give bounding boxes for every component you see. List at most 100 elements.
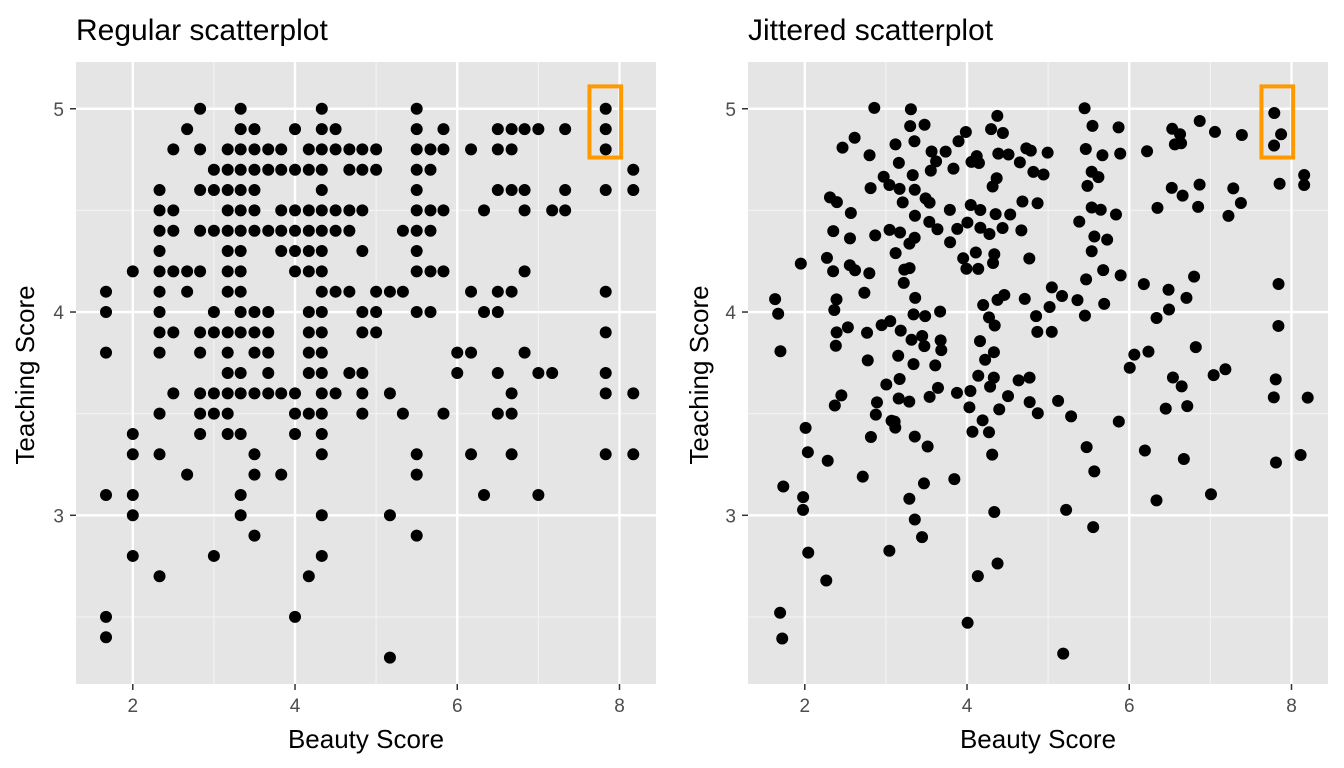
data-point — [167, 143, 180, 156]
data-point — [275, 468, 288, 481]
data-point — [1031, 325, 1044, 338]
data-point — [491, 285, 504, 298]
data-point — [207, 163, 220, 176]
data-point — [383, 509, 396, 522]
data-point — [916, 330, 929, 343]
data-point — [1045, 325, 1058, 338]
data-point — [960, 262, 973, 275]
data-point — [234, 488, 247, 501]
y-axis-title-jittered: Teaching Score — [684, 285, 714, 464]
data-point — [370, 143, 383, 156]
data-point — [599, 367, 612, 379]
data-point — [964, 384, 977, 397]
data-point — [262, 306, 275, 319]
data-point — [923, 196, 936, 209]
data-point — [963, 401, 976, 414]
data-point — [1180, 291, 1193, 304]
data-point — [908, 135, 921, 148]
chart-title-regular: Regular scatterplot — [76, 14, 328, 47]
data-point — [315, 143, 328, 156]
data-point — [248, 448, 261, 461]
data-point — [830, 326, 843, 339]
data-point — [262, 346, 275, 359]
data-point — [1151, 201, 1164, 214]
data-point — [904, 103, 917, 116]
data-point — [1081, 179, 1094, 192]
data-point — [627, 448, 640, 461]
data-point — [969, 246, 982, 259]
data-point — [903, 492, 916, 505]
data-point — [957, 252, 970, 265]
data-point — [896, 196, 909, 209]
data-point — [302, 306, 315, 319]
data-point — [546, 204, 559, 217]
data-point — [343, 163, 356, 176]
data-point — [262, 326, 275, 339]
data-point — [126, 488, 139, 501]
data-point — [827, 225, 840, 238]
data-point — [1123, 361, 1136, 374]
data-point — [275, 245, 288, 258]
data-point — [194, 407, 207, 420]
data-point — [424, 306, 437, 319]
data-point — [1142, 345, 1155, 358]
data-point — [820, 574, 833, 587]
data-point — [410, 163, 423, 176]
data-point — [870, 396, 883, 409]
data-point — [248, 163, 261, 176]
data-point — [478, 488, 491, 501]
data-point — [797, 503, 810, 516]
data-point — [194, 387, 207, 400]
data-point — [356, 245, 369, 258]
data-point — [863, 149, 876, 162]
data-point — [931, 223, 944, 236]
data-point — [100, 610, 113, 623]
data-point — [410, 468, 423, 481]
data-point — [410, 448, 423, 461]
panel-jittered: 2 4 6 8 3 4 5 — [725, 62, 1328, 717]
data-point — [315, 387, 328, 400]
data-point — [903, 262, 916, 275]
data-point — [919, 310, 932, 323]
data-point — [234, 163, 247, 176]
data-point — [234, 245, 247, 258]
data-point — [1219, 363, 1232, 376]
data-point — [1086, 119, 1099, 132]
data-point — [984, 380, 997, 393]
data-point — [370, 163, 383, 176]
data-point — [1128, 348, 1141, 361]
data-point — [315, 346, 328, 359]
data-point — [153, 448, 166, 461]
data-point — [799, 421, 812, 434]
data-point — [1057, 647, 1070, 660]
data-point — [1207, 369, 1220, 382]
data-point — [844, 207, 857, 220]
x-tick-label: 6 — [452, 696, 463, 717]
data-point — [302, 367, 315, 379]
data-point — [315, 306, 328, 319]
data-point — [167, 224, 180, 237]
data-point — [903, 395, 916, 408]
data-point — [950, 386, 963, 399]
data-point — [329, 387, 342, 400]
data-point — [424, 163, 437, 176]
data-point — [1114, 269, 1127, 282]
data-point — [221, 407, 234, 420]
data-point — [893, 372, 906, 385]
data-point — [894, 324, 907, 337]
data-point — [126, 265, 139, 278]
data-point — [889, 421, 902, 434]
data-point — [437, 143, 450, 156]
data-point — [491, 123, 504, 136]
data-point — [356, 204, 369, 217]
data-point — [315, 224, 328, 237]
data-point — [181, 123, 194, 136]
data-point — [234, 285, 247, 298]
data-point — [976, 414, 989, 427]
data-point — [1088, 230, 1101, 243]
data-point — [849, 264, 862, 277]
data-point — [1141, 145, 1154, 158]
data-point — [181, 265, 194, 278]
data-point — [207, 184, 220, 197]
data-point — [221, 224, 234, 237]
